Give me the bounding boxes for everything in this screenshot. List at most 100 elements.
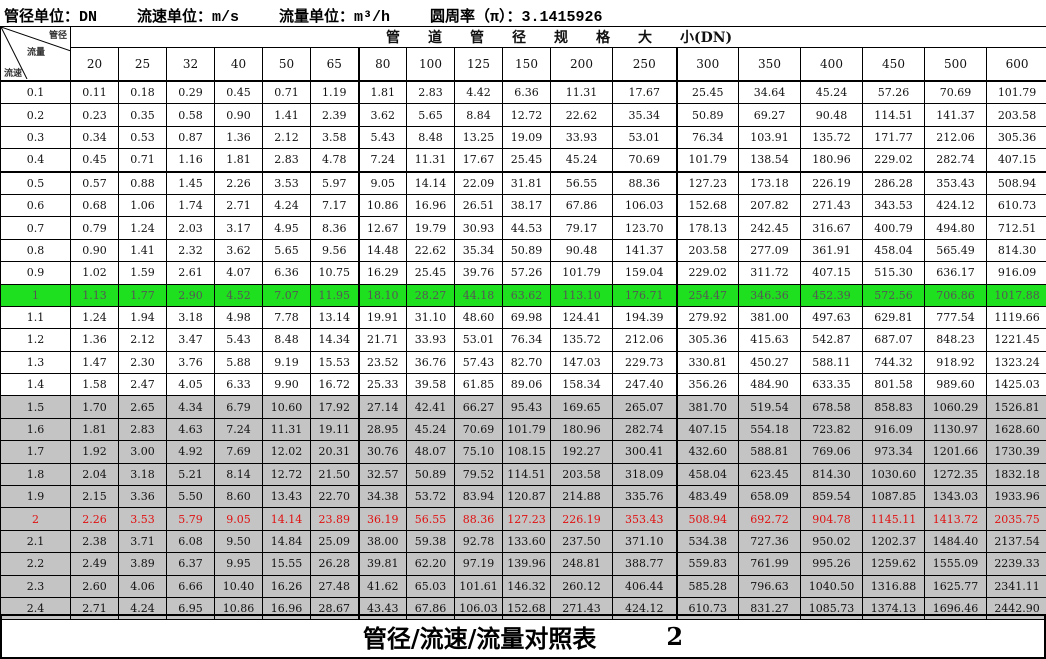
flow-cell: 57.26 (502, 261, 551, 285)
flow-cell: 4.34 (166, 395, 215, 419)
velocity-cell: 2.3 (0, 574, 71, 598)
group-header-row: 管径 流量 流速 管 道 管 径 规 格 大 小(DN) (0, 26, 1046, 82)
flow-cell: 1832.18 (985, 462, 1046, 487)
flow-cell: 4.42 (454, 80, 503, 105)
flow-cell: 814.30 (985, 238, 1046, 263)
flow-cell: 1.24 (70, 305, 119, 330)
flow-cell: 346.36 (738, 283, 801, 307)
flow-cell: 27.14 (357, 395, 407, 419)
flow-cell: 14.84 (262, 529, 311, 554)
flow-cell: 79.52 (454, 462, 503, 487)
flow-cell: 2.39 (310, 103, 359, 127)
flow-cell: 5.65 (262, 238, 311, 263)
flow-cell: 101.79 (550, 261, 613, 285)
flow-cell: 260.12 (550, 574, 613, 598)
flow-cell: 101.79 (985, 80, 1046, 105)
flow-cell: 21.71 (357, 328, 407, 352)
flow-cell: 995.26 (800, 552, 863, 576)
flow-cell: 2.30 (118, 350, 167, 375)
flow-cell: 254.47 (675, 283, 739, 307)
diameter-unit: 管径单位：DN (4, 9, 98, 26)
flow-cell: 242.45 (738, 216, 801, 240)
flow-cell: 769.06 (800, 440, 863, 464)
flow-cell: 17.67 (454, 148, 503, 173)
flow-cell: 305.36 (675, 328, 739, 352)
flow-cell: 10.86 (357, 193, 407, 218)
flow-cell: 101.61 (454, 574, 503, 598)
flow-cell: 1.58 (70, 373, 119, 397)
table-row: 1 1.13 1.77 2.90 4.52 7.07 11.95 18.10 28.27 44.1… (0, 283, 1046, 307)
units-bar: 管径单位：DN 流速单位：m/s 流量单位：m³/h 圆周率（π）：3.1415… (0, 0, 1046, 26)
flow-cell: 56.55 (406, 507, 455, 531)
flow-cell: 0.71 (118, 148, 167, 173)
flow-cell: 42.41 (406, 395, 455, 419)
flow-cell: 66.27 (454, 395, 503, 419)
flow-cell: 706.86 (924, 283, 987, 307)
flow-cell: 173.18 (738, 171, 801, 195)
flow-cell: 127.23 (675, 171, 739, 195)
flow-cell: 135.72 (550, 328, 613, 352)
flow-cell: 1017.88 (985, 283, 1046, 307)
flow-cell: 45.24 (550, 148, 613, 173)
group-header: 管 道 管 径 规 格 大 小(DN) (69, 26, 1046, 48)
column-header-dn-400: 400 (800, 47, 863, 82)
flow-cell: 3.18 (166, 305, 215, 330)
flow-cell: 4.78 (310, 148, 359, 173)
column-header-dn-100: 100 (406, 47, 455, 82)
flow-cell: 23.89 (310, 507, 359, 531)
flow-cell: 207.82 (738, 193, 801, 218)
flow-cell: 3.36 (118, 485, 167, 509)
flow-table: 管径 流量 流速 管 道 管 径 规 格 大 小(DN) 20 25 32 40 50 6… (0, 26, 1046, 621)
column-header-dn-80: 80 (357, 47, 407, 82)
flow-cell: 11.31 (406, 148, 455, 173)
flow-cell: 559.83 (675, 552, 739, 576)
flow-cell: 1.94 (118, 305, 167, 330)
flow-cell: 57.26 (862, 80, 925, 105)
flow-cell: 34.38 (357, 485, 407, 509)
flow-cell: 88.36 (612, 171, 677, 195)
table-row: 1.9 2.15 3.36 5.50 8.60 13.43 22.70 34.38 53.72 8… (0, 485, 1046, 509)
corner-cell: 管径 流量 流速 (0, 26, 71, 82)
flow-cell: 371.10 (612, 529, 677, 554)
flow-cell: 3.89 (118, 552, 167, 576)
flow-cell: 25.09 (310, 529, 359, 554)
flow-cell: 519.54 (738, 395, 801, 419)
flow-cell: 1130.97 (924, 417, 987, 442)
flow-cell: 69.98 (502, 305, 551, 330)
flow-cell: 178.13 (675, 216, 739, 240)
flow-cell: 950.02 (800, 529, 863, 554)
velocity-cell: 0.9 (0, 261, 71, 285)
flow-cell: 36.19 (357, 507, 407, 531)
flow-cell: 9.56 (310, 238, 359, 263)
flow-cell: 4.63 (166, 417, 215, 442)
flow-cell: 226.19 (800, 171, 863, 195)
footer: 管径/流速/流量对照表 2 (0, 614, 1046, 659)
flow-cell: 2137.54 (985, 529, 1046, 554)
flow-cell: 22.62 (406, 238, 455, 263)
flow-cell: 554.18 (738, 417, 801, 442)
flow-cell: 623.45 (738, 462, 801, 487)
flow-cell: 761.99 (738, 552, 801, 576)
flow-cell: 59.38 (406, 529, 455, 554)
flow-cell: 10.60 (262, 395, 311, 419)
flow-cell: 381.70 (675, 395, 739, 419)
velocity-cell: 0.6 (0, 193, 71, 218)
flow-cell: 8.14 (214, 462, 263, 487)
flow-cell: 916.09 (862, 417, 925, 442)
flow-cell: 1.13 (70, 283, 119, 307)
flow-cell: 1201.66 (924, 440, 987, 464)
flow-cell: 353.43 (924, 171, 987, 195)
flow-cell: 39.81 (357, 552, 407, 576)
flow-cell: 801.58 (862, 373, 925, 397)
flow-cell: 588.81 (738, 440, 801, 464)
flow-cell: 2.38 (70, 529, 119, 554)
flow-cell: 56.55 (550, 171, 613, 195)
flow-cell: 305.36 (985, 125, 1046, 150)
flow-cell: 14.14 (406, 171, 455, 195)
flow-cell: 90.48 (800, 103, 863, 127)
flow-cell: 103.91 (738, 125, 801, 150)
flow-cell: 633.35 (800, 373, 863, 397)
flow-cell: 2.12 (262, 125, 311, 150)
flow-cell: 0.71 (262, 80, 311, 105)
flow-cell: 7.24 (214, 417, 263, 442)
